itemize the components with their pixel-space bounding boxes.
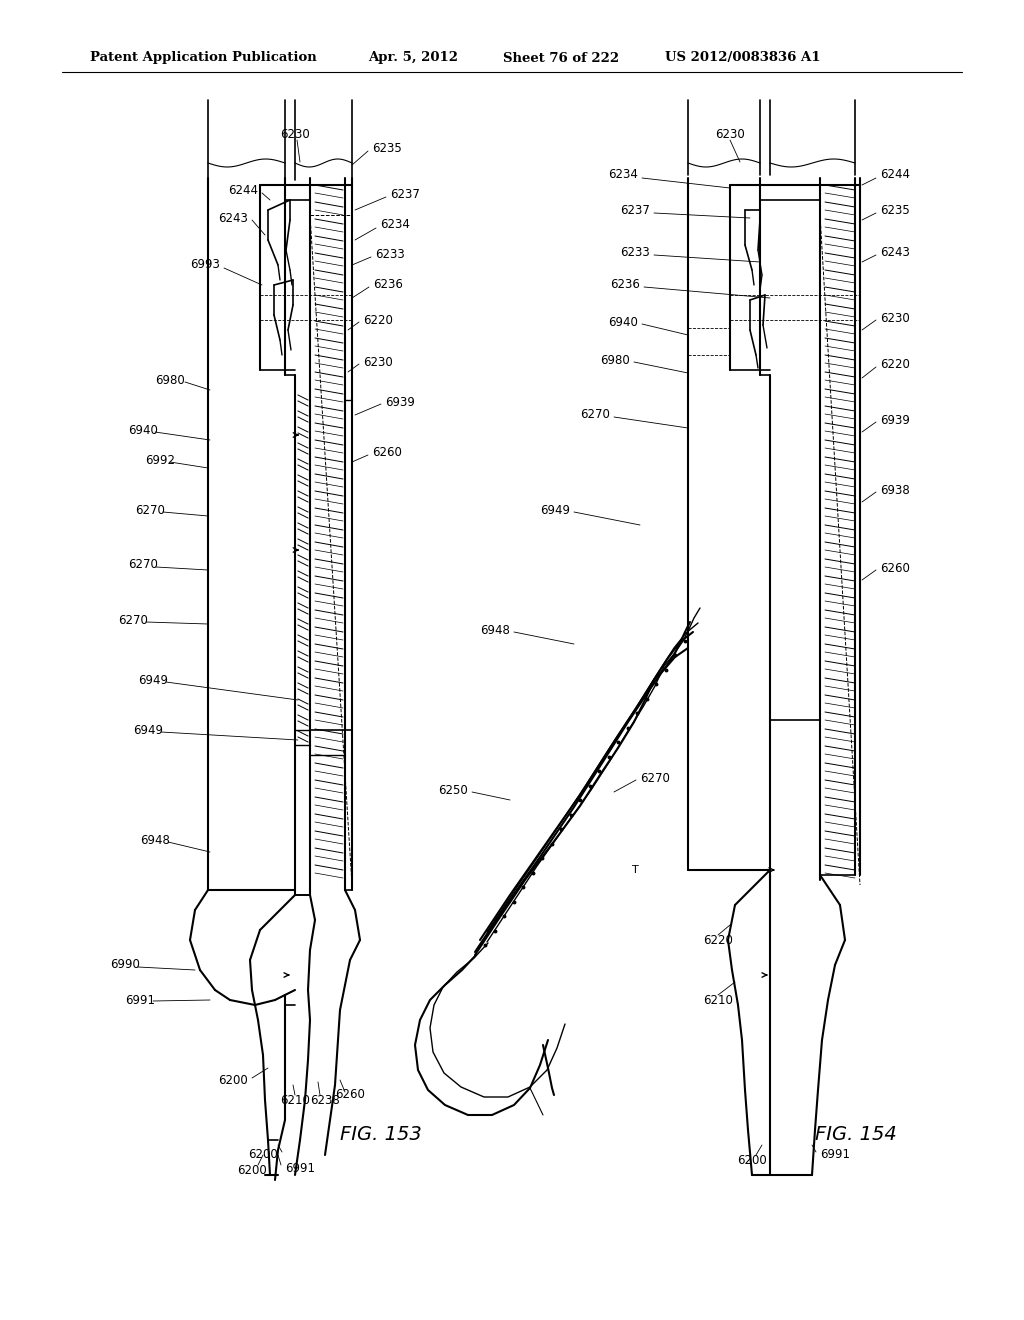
Text: 6980: 6980: [155, 374, 184, 387]
Text: 6233: 6233: [621, 247, 650, 260]
Text: 6949: 6949: [540, 503, 570, 516]
Text: 6220: 6220: [362, 314, 393, 326]
Text: 6940: 6940: [608, 315, 638, 329]
Text: 6230: 6230: [362, 355, 393, 368]
Text: 6200: 6200: [238, 1163, 267, 1176]
Text: FIG. 153: FIG. 153: [340, 1126, 422, 1144]
Text: 6948: 6948: [480, 623, 510, 636]
Text: FIG. 154: FIG. 154: [815, 1126, 897, 1144]
Text: 6238: 6238: [310, 1093, 340, 1106]
Text: 6993: 6993: [190, 259, 220, 272]
Text: 6234: 6234: [608, 169, 638, 181]
Text: 6243: 6243: [880, 246, 910, 259]
Text: 6991: 6991: [820, 1148, 850, 1162]
Text: 6210: 6210: [280, 1093, 310, 1106]
Text: 6236: 6236: [610, 279, 640, 292]
Text: 6235: 6235: [372, 141, 401, 154]
Text: 6992: 6992: [145, 454, 175, 466]
Text: 6200: 6200: [218, 1073, 248, 1086]
Text: 6233: 6233: [375, 248, 404, 261]
Text: 6948: 6948: [140, 833, 170, 846]
Text: 6250: 6250: [438, 784, 468, 796]
Text: 6260: 6260: [335, 1089, 365, 1101]
Text: 6980: 6980: [600, 354, 630, 367]
Text: 6230: 6230: [281, 128, 310, 141]
Text: 6234: 6234: [380, 219, 410, 231]
Text: Apr. 5, 2012: Apr. 5, 2012: [368, 51, 458, 65]
Text: 6210: 6210: [703, 994, 733, 1006]
Text: T: T: [632, 865, 638, 875]
Text: 6244: 6244: [880, 169, 910, 181]
Text: 6244: 6244: [228, 183, 258, 197]
Text: 6200: 6200: [248, 1148, 278, 1162]
Text: 6235: 6235: [880, 203, 909, 216]
Text: 6270: 6270: [135, 503, 165, 516]
Text: 6260: 6260: [372, 446, 401, 459]
Text: 6243: 6243: [218, 211, 248, 224]
Text: 6270: 6270: [118, 614, 147, 627]
Text: 6938: 6938: [880, 483, 909, 496]
Text: 6230: 6230: [715, 128, 744, 141]
Text: Sheet 76 of 222: Sheet 76 of 222: [503, 51, 620, 65]
Text: 6939: 6939: [880, 413, 910, 426]
Text: 6949: 6949: [138, 673, 168, 686]
Text: 6230: 6230: [880, 312, 909, 325]
Text: 6949: 6949: [133, 723, 163, 737]
Text: Patent Application Publication: Patent Application Publication: [90, 51, 316, 65]
Text: 6220: 6220: [880, 359, 910, 371]
Text: 6220: 6220: [703, 933, 733, 946]
Text: 6270: 6270: [581, 408, 610, 421]
Text: US 2012/0083836 A1: US 2012/0083836 A1: [665, 51, 820, 65]
Text: 6939: 6939: [385, 396, 415, 408]
Text: 6200: 6200: [737, 1154, 767, 1167]
Text: 6991: 6991: [285, 1162, 315, 1175]
Text: 6990: 6990: [110, 958, 140, 972]
Text: 6260: 6260: [880, 561, 910, 574]
Text: 6270: 6270: [128, 558, 158, 572]
Text: 6991: 6991: [125, 994, 155, 1006]
Text: 6236: 6236: [373, 279, 402, 292]
Text: 6237: 6237: [621, 203, 650, 216]
Text: 6237: 6237: [390, 189, 420, 202]
Text: 6940: 6940: [128, 424, 158, 437]
Text: 6270: 6270: [640, 771, 670, 784]
